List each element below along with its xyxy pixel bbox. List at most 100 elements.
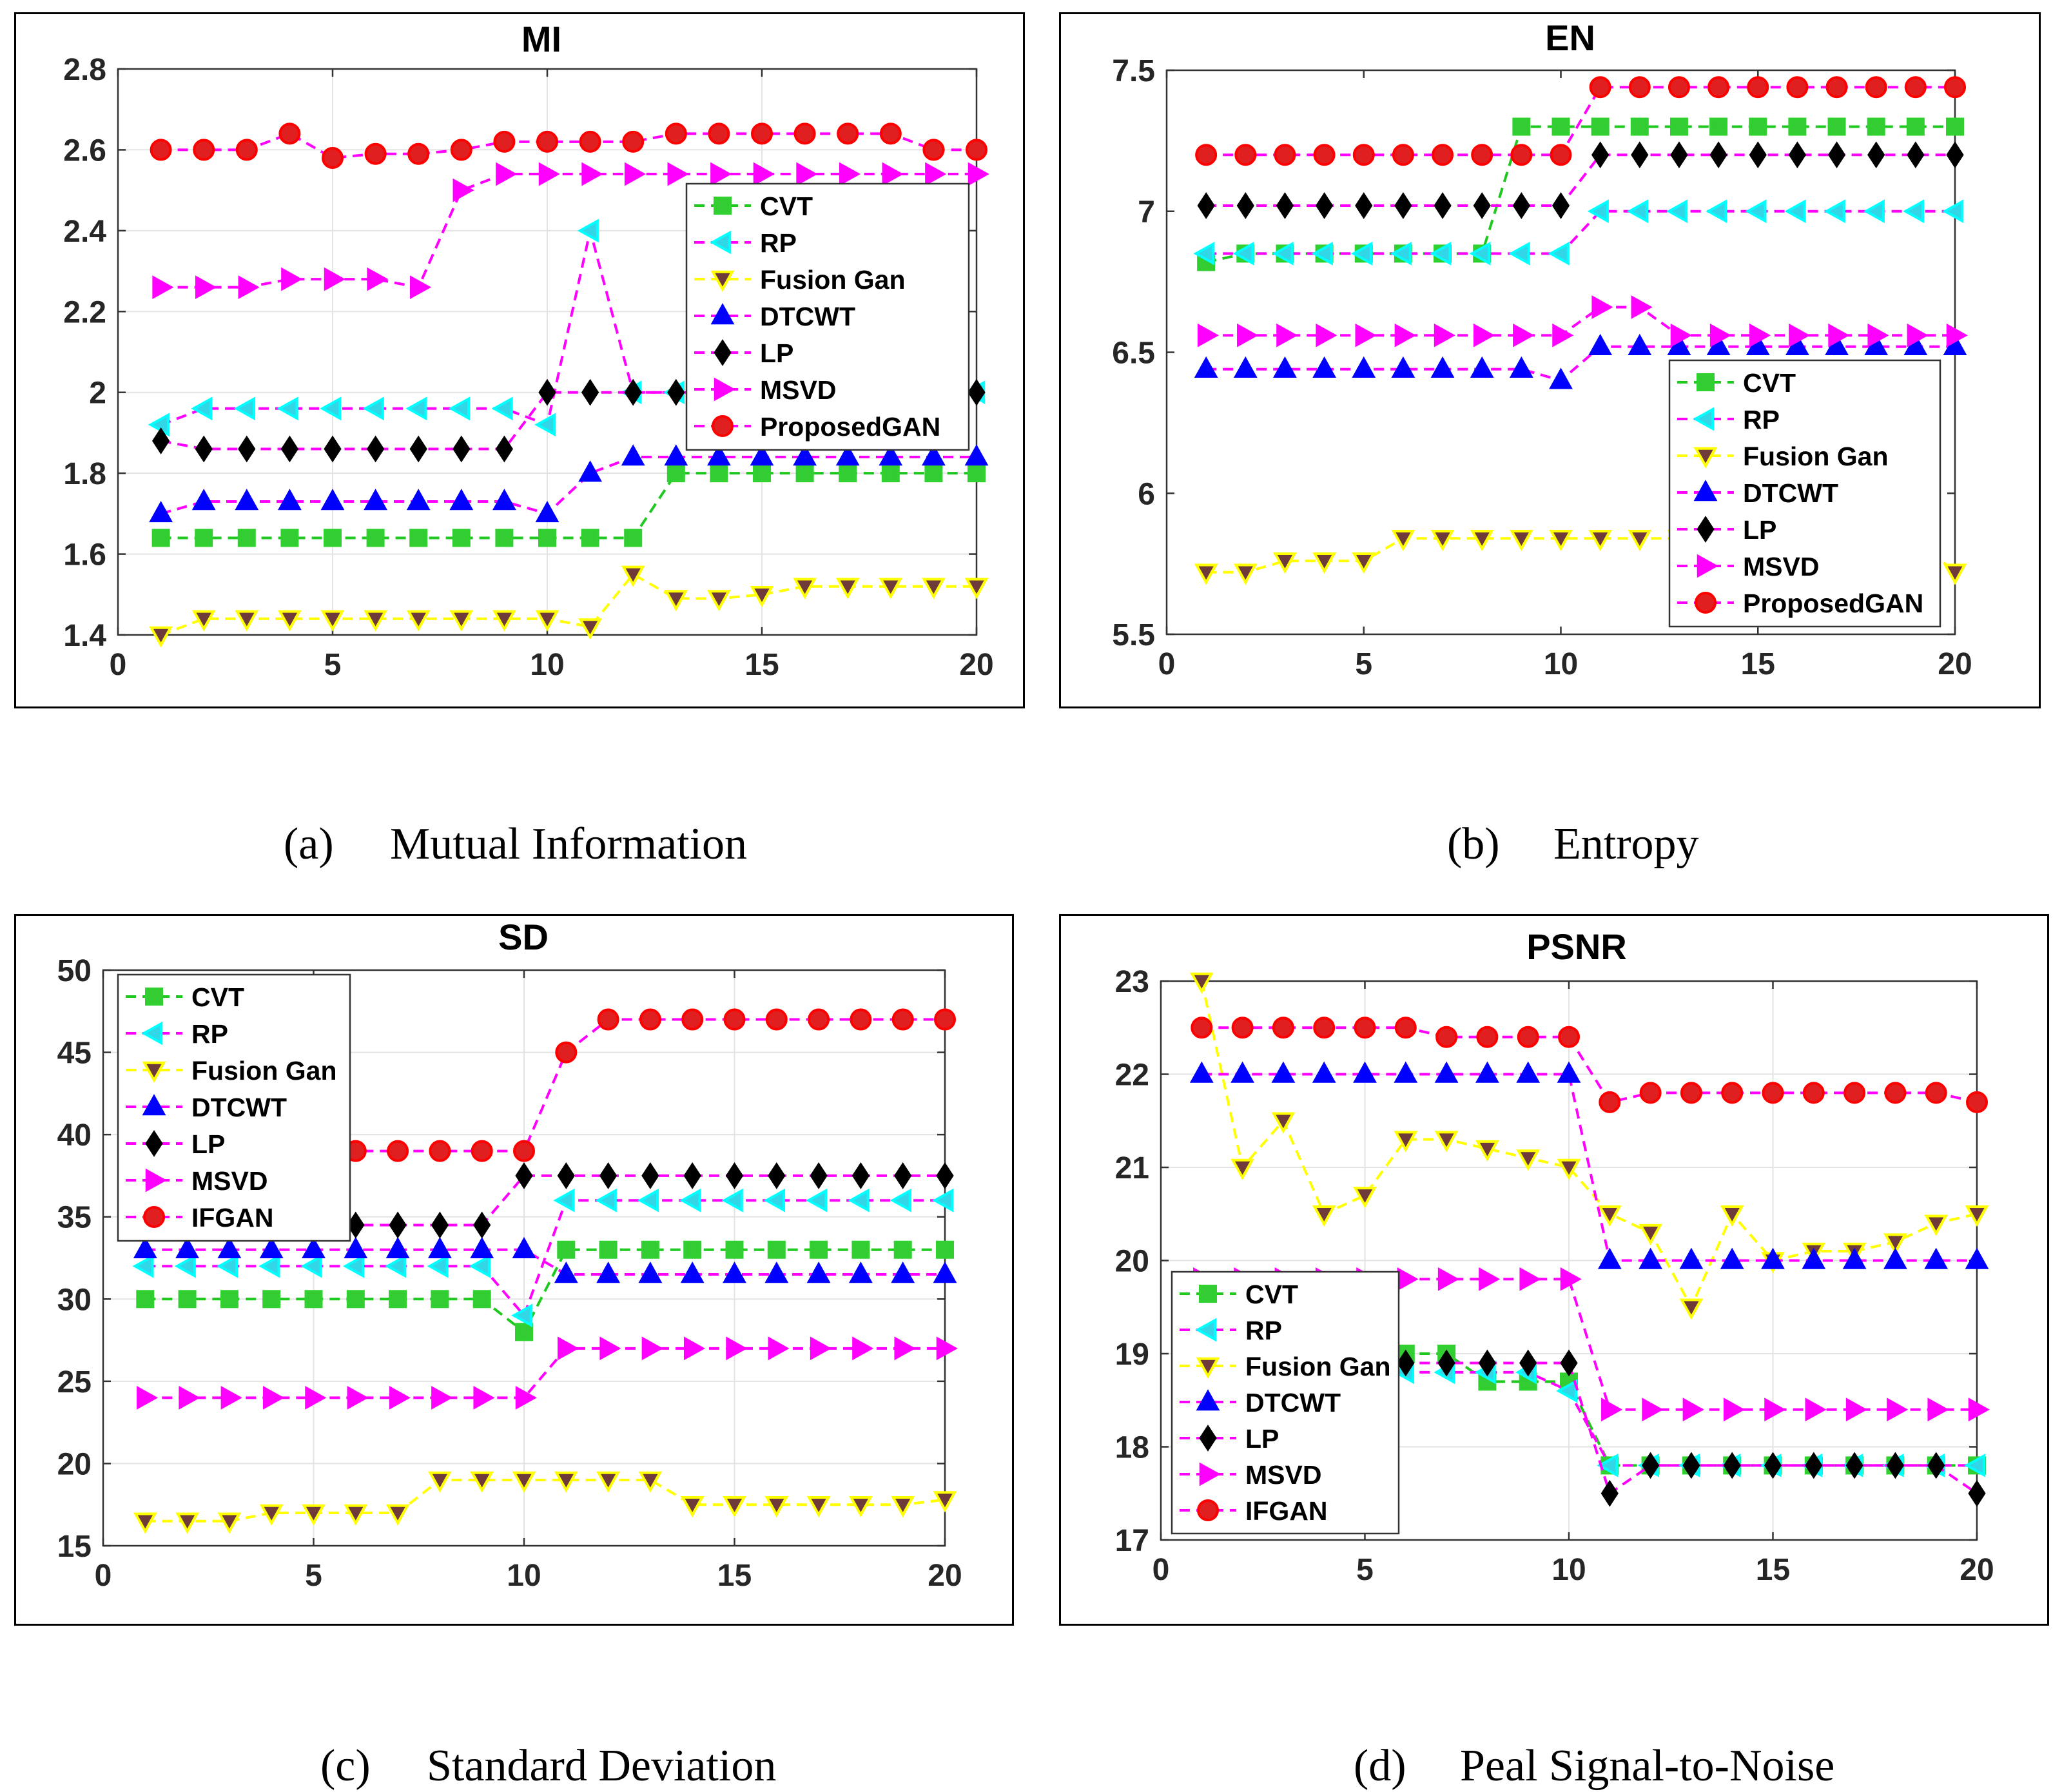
point-lp [667,378,685,406]
y-tick-label: 30 [57,1283,92,1317]
point-dtcwt [1965,1247,1989,1269]
point-msvd [305,1385,327,1410]
point-fusion-gan [638,1471,663,1493]
point-dtcwt [1189,1061,1214,1083]
point-lp [473,1211,491,1239]
legend-marker-msvd [1199,1462,1221,1486]
point-ifgan [723,1008,746,1031]
point-cvt [195,529,213,547]
point-fusion-gan [1230,1158,1254,1180]
point-dtcwt [1475,1061,1499,1083]
legend-marker-dtcwt [1693,480,1718,502]
y-tick-label: 45 [57,1037,92,1071]
point-lp [810,1162,828,1189]
legend-marker-rp [1195,1318,1217,1342]
point-fusion-gan [750,586,774,608]
point-ifgan [1394,1017,1417,1039]
y-tick-label: 1.4 [63,619,106,653]
point-dtcwt [879,444,903,466]
chart-title: MI [521,19,561,59]
point-proposedgan [1865,76,1887,99]
point-dtcwt [1273,356,1297,378]
y-tick-label: 5.5 [1112,618,1155,652]
point-lp [936,1162,954,1189]
point-dtcwt [302,1236,326,1258]
legend-label-lp: LP [760,338,793,368]
point-ifgan [1762,1082,1784,1104]
point-msvd [683,1336,706,1361]
point-lp [1764,1452,1782,1479]
point-proposedgan [193,139,215,161]
point-msvd [1601,1398,1623,1422]
point-fusion-gan [302,1504,326,1526]
point-fusion-gan [1194,563,1218,585]
point-fusion-gan [470,1471,494,1493]
point-lp [1276,192,1294,219]
legend-label-ifgan: IFGAN [1245,1496,1328,1526]
point-rp [1587,199,1609,224]
point-lp [409,435,427,463]
point-lp [1512,192,1530,219]
point-proposedgan [622,130,645,153]
point-dtcwt [133,1236,157,1258]
point-lp [1907,141,1925,169]
point-fusion-gan [1189,972,1214,994]
point-lp [1670,141,1688,169]
point-lp [1968,1479,1986,1507]
point-fusion-gan [554,1471,578,1493]
point-msvd [624,162,647,186]
point-ifgan [1272,1017,1294,1039]
legend-label-fusion-gan: Fusion Gan [191,1056,337,1086]
legend-marker-cvt [1199,1285,1217,1303]
point-msvd [667,162,689,186]
point-lp [1723,1452,1741,1479]
point-ifgan [1231,1017,1254,1039]
series-rp [132,1188,954,1328]
point-msvd [496,162,518,186]
point-dtcwt [1470,356,1494,378]
point-lp [1434,192,1452,219]
point-ifgan [681,1008,704,1031]
point-proposedgan [150,139,172,161]
point-dtcwt [470,1236,494,1258]
x-tick-label: 20 [959,648,993,682]
point-lp [894,1162,912,1189]
chart-title: SD [498,917,549,957]
point-msvd [152,275,174,300]
point-dtcwt [621,444,645,466]
point-fusion-gan [1391,530,1415,552]
point-lp [238,435,256,463]
point-dtcwt [1194,356,1218,378]
series-dtcwt [1189,1061,1989,1269]
point-fusion-gan [793,578,817,599]
point-rp [405,396,427,421]
y-tick-label: 7.5 [1112,54,1155,88]
point-lp [599,1162,618,1189]
x-tick-label: 10 [530,648,564,682]
point-dtcwt [1746,333,1770,355]
point-dtcwt [764,1261,789,1283]
point-cvt [366,529,385,547]
legend-marker-lp [1697,516,1715,543]
point-proposedgan [1432,144,1454,166]
point-msvd [882,162,904,186]
legend-label-rp: RP [1743,405,1780,434]
point-cvt [810,1240,828,1259]
point-dtcwt [1943,333,1967,355]
point-dtcwt [1549,367,1573,389]
point-cvt [346,1290,365,1309]
point-rp [1311,241,1333,266]
series-msvd [137,1336,958,1410]
caption-b: (b) Entropy [1425,767,1699,870]
point-dtcwt [149,500,173,523]
point-cvt [641,1240,659,1259]
point-dtcwt [406,489,431,511]
point-cvt [136,1290,155,1309]
point-msvd [281,267,303,291]
point-proposedgan [708,122,730,145]
y-tick-label: 23 [1115,965,1149,999]
point-msvd [1709,323,1731,347]
point-rp [577,219,599,243]
point-msvd [1828,323,1850,347]
legend-marker-rp [710,230,732,255]
